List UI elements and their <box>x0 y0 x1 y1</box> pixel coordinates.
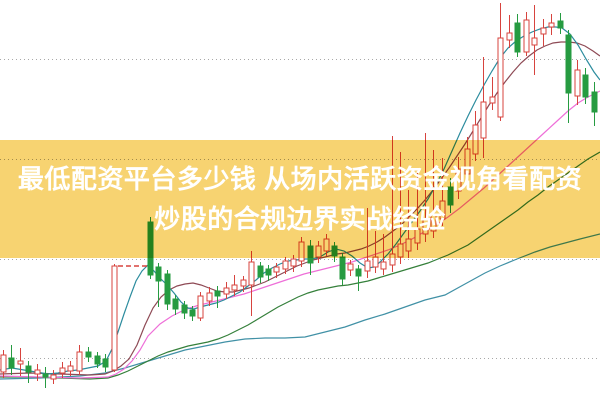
headline-line-1: 最低配资平台多少钱 从场内活跃资金视角看配资 <box>17 164 583 194</box>
candle-up <box>489 77 496 110</box>
candle-up <box>34 364 41 381</box>
headline-banner <box>0 140 600 258</box>
headline-text: 最低配资平台多少钱 从场内活跃资金视角看配资 炒股的合规边界实战经验 <box>0 140 600 258</box>
candle-down <box>94 352 101 368</box>
candle-up <box>206 287 213 306</box>
candle-up <box>574 60 581 105</box>
candle-up <box>59 362 66 378</box>
candle-up <box>347 260 354 276</box>
candle-down <box>582 68 589 104</box>
headline-line-2: 炒股的合规边界实战经验 <box>154 204 446 234</box>
candle-down <box>355 265 362 291</box>
candle-up <box>548 14 555 35</box>
candle-down <box>181 301 188 319</box>
candle-up <box>506 15 513 48</box>
candle-down <box>172 295 179 315</box>
candle-down <box>155 263 162 307</box>
candle-up <box>497 3 504 121</box>
candle-up <box>248 251 255 316</box>
candle-down <box>214 286 221 308</box>
candle-down <box>25 361 32 383</box>
candle-up <box>223 282 230 299</box>
candle-up <box>76 345 83 375</box>
candle-down <box>189 306 196 321</box>
candle-up <box>273 263 280 278</box>
candle-down <box>164 270 171 310</box>
candle-down <box>8 345 15 375</box>
candle-up <box>0 350 7 378</box>
candle-down <box>591 82 598 126</box>
candle-down <box>257 262 264 283</box>
candle-up <box>231 275 238 296</box>
candle-up <box>50 370 57 384</box>
candle-down <box>85 347 92 362</box>
candle-up <box>67 361 74 376</box>
candle-down <box>565 30 572 123</box>
candle-down <box>102 354 109 372</box>
candle-down <box>42 367 49 388</box>
candle-up <box>197 292 204 321</box>
candle-down <box>557 13 564 34</box>
candle-up <box>282 257 289 274</box>
candle-up <box>531 5 538 75</box>
candle-down <box>265 265 272 281</box>
candle-up <box>111 264 118 372</box>
candle-up <box>240 276 247 292</box>
candle-down <box>514 14 521 57</box>
candle-up <box>523 12 530 56</box>
candle-up <box>540 19 547 46</box>
candle-up <box>17 348 24 376</box>
